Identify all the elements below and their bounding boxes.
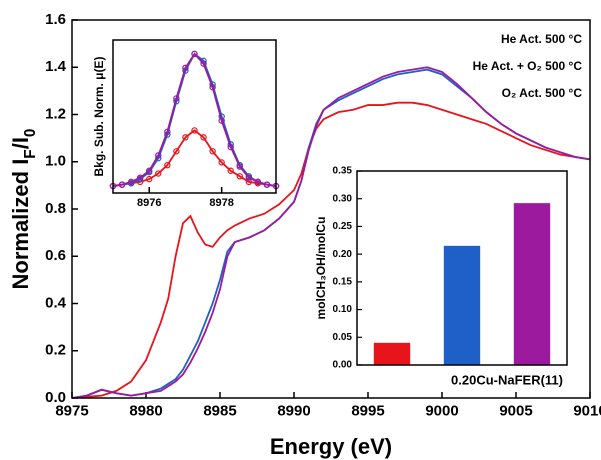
legend-label: He Act. + O₂ 500 °C bbox=[473, 59, 583, 73]
y-axis-label-part: Bkg. Sub. Norm. μ(E) bbox=[92, 56, 106, 176]
data-point bbox=[164, 161, 171, 169]
series-line bbox=[112, 52, 277, 187]
y-axis-label-part: /I bbox=[8, 137, 33, 149]
data-point bbox=[182, 134, 189, 141]
x-tick-label: 9000 bbox=[425, 402, 458, 419]
plot-frame bbox=[71, 19, 591, 399]
data-point bbox=[136, 174, 144, 181]
data-point bbox=[118, 181, 126, 188]
data-point bbox=[173, 148, 180, 155]
x-tick-label: 9005 bbox=[499, 402, 532, 419]
y-tick-label: 0.20 bbox=[333, 249, 353, 260]
annotation: 0.20Cu-NaFER(11) bbox=[451, 372, 563, 387]
y-tick-label: 0.05 bbox=[333, 332, 353, 343]
plot-frame bbox=[356, 170, 568, 366]
y-tick-label: 0.15 bbox=[333, 276, 353, 287]
data-point bbox=[164, 128, 171, 135]
y-axis-label-part: 0 bbox=[22, 128, 39, 137]
data-point bbox=[218, 117, 225, 124]
bar bbox=[443, 245, 481, 365]
data-point bbox=[263, 181, 271, 188]
x-tick-label: 8985 bbox=[203, 402, 236, 419]
y-tick-label: 0.4 bbox=[45, 294, 67, 311]
bar bbox=[513, 203, 551, 365]
data-point bbox=[155, 170, 162, 177]
data-point bbox=[227, 143, 234, 151]
data-point bbox=[218, 159, 225, 166]
y-tick-label: 1.0 bbox=[45, 153, 66, 170]
data-point bbox=[227, 167, 234, 174]
y-tick-label: 0.2 bbox=[45, 342, 66, 359]
y-axis-label: molCH₃OH/molCu bbox=[314, 217, 328, 320]
y-tick-label: 0.8 bbox=[45, 200, 66, 217]
data-point bbox=[146, 167, 153, 174]
y-tick-label: 0.10 bbox=[333, 304, 353, 315]
x-axis-label: Energy (eV) bbox=[270, 434, 392, 459]
plot-frame bbox=[112, 39, 277, 194]
data-point bbox=[209, 148, 216, 155]
y-tick-label: 0.00 bbox=[333, 360, 353, 371]
data-point bbox=[146, 175, 153, 183]
data-point bbox=[182, 64, 189, 72]
x-tick-label: 8995 bbox=[351, 402, 384, 419]
data-point bbox=[245, 174, 253, 181]
inset-background bbox=[113, 40, 276, 193]
data-point bbox=[191, 127, 198, 134]
y-axis-label: Normalized IF/I0 bbox=[8, 128, 39, 289]
data-point bbox=[127, 178, 135, 186]
data-point bbox=[254, 178, 262, 186]
x-tick-label: 8990 bbox=[277, 402, 310, 419]
y-tick-label: 1.4 bbox=[45, 58, 67, 75]
legend-label: O₂ Act. 500 °C bbox=[502, 86, 583, 100]
data-point bbox=[236, 173, 243, 180]
y-tick-label: 0.25 bbox=[333, 221, 353, 232]
x-tick-label: 8975 bbox=[55, 402, 88, 419]
data-point bbox=[173, 95, 180, 102]
x-tick-label: 8976 bbox=[137, 197, 161, 209]
x-tick-label: 8978 bbox=[209, 197, 233, 209]
y-axis-label-part: Normalized I bbox=[8, 159, 33, 290]
data-point bbox=[200, 60, 207, 67]
y-tick-label: 0.6 bbox=[45, 247, 66, 264]
data-point bbox=[155, 152, 162, 159]
y-axis-label-part: F bbox=[22, 149, 39, 158]
data-point bbox=[209, 84, 216, 91]
y-tick-label: 1.2 bbox=[45, 105, 66, 122]
legend-label: He Act. 500 °C bbox=[501, 32, 582, 46]
series-line bbox=[71, 101, 591, 399]
bar bbox=[373, 342, 411, 365]
y-tick-label: 0.0 bbox=[45, 389, 66, 406]
y-tick-label: 0.30 bbox=[333, 193, 353, 204]
series-line bbox=[71, 66, 591, 399]
x-tick-label: 8980 bbox=[129, 402, 162, 419]
y-tick-label: 0.35 bbox=[333, 166, 353, 177]
y-axis-label: Bkg. Sub. Norm. μ(E) bbox=[92, 56, 106, 176]
y-axis-label-part: molCH₃OH/molCu bbox=[314, 217, 328, 320]
data-point bbox=[200, 134, 207, 141]
data-point bbox=[236, 163, 243, 170]
y-tick-label: 1.6 bbox=[45, 11, 66, 28]
data-point bbox=[191, 50, 198, 58]
